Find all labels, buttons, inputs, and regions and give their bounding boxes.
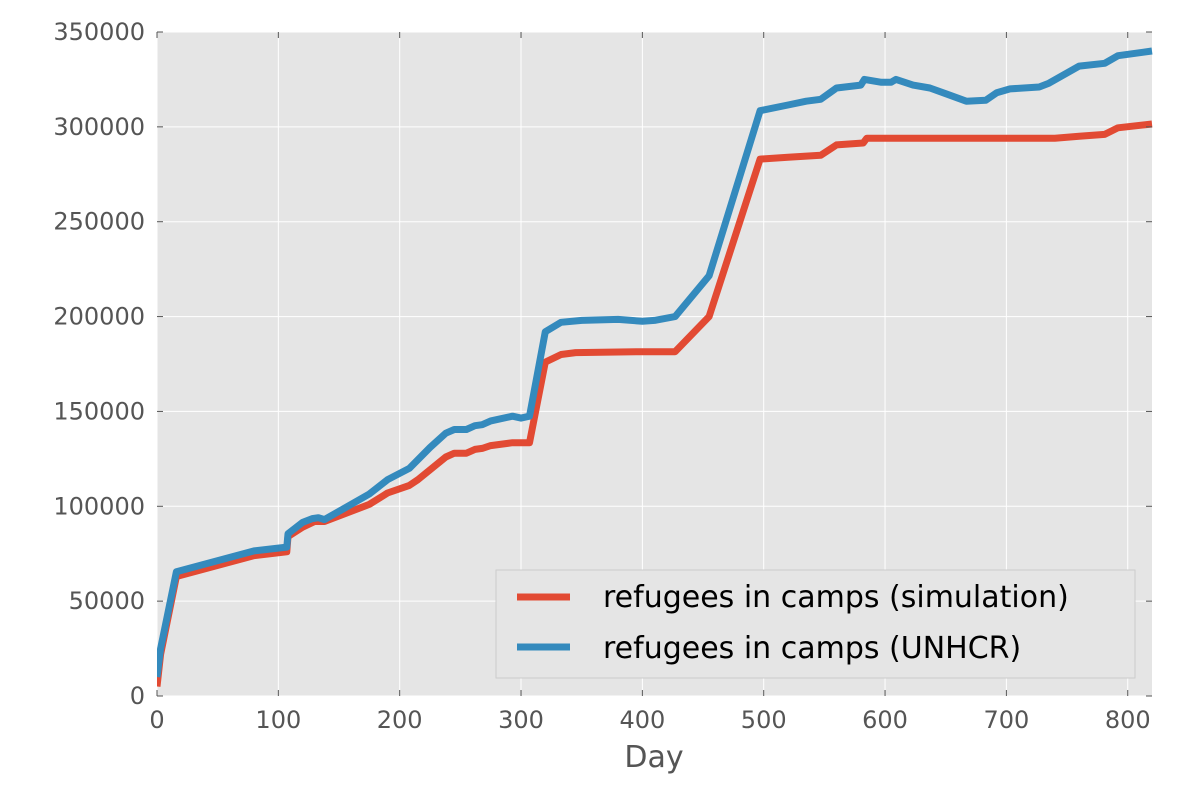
y-tick-label: 250000 [53,208,145,236]
x-axis-label: Day [624,740,683,775]
x-tick-label: 800 [1105,706,1151,734]
legend: refugees in camps (simulation) refugees … [495,569,1136,679]
x-tick-label: 400 [619,706,665,734]
legend-label-unhcr: refugees in camps (UNHCR) [603,631,1021,666]
x-tick-label: 0 [149,706,164,734]
y-tick-label: 350000 [53,18,145,46]
x-tick-label: 700 [983,706,1029,734]
x-tick-label: 100 [255,706,301,734]
y-tick-labels: 0 50000 100000 150000 200000 250000 300000 3500… [53,18,145,710]
x-tick-label: 600 [862,706,908,734]
legend-box [495,569,1136,679]
y-tick-label: 100000 [53,492,145,520]
x-tick-label: 200 [377,706,423,734]
y-tick-label: 300000 [53,113,145,141]
legend-label-simulation: refugees in camps (simulation) [603,580,1069,615]
y-tick-label: 0 [130,682,145,710]
y-tick-label: 50000 [69,587,145,615]
series-line-1 [157,47,1153,678]
x-tick-labels: 0 100 200 300 400 500 600 700 800 [149,706,1150,734]
series-layer [157,47,1153,687]
y-tick-label: 150000 [53,397,145,425]
x-tick-label: 500 [741,706,787,734]
series-line-0 [157,120,1153,687]
y-tick-label: 200000 [53,303,145,331]
axis-ticks [156,31,1152,697]
x-tick-label: 300 [498,706,544,734]
